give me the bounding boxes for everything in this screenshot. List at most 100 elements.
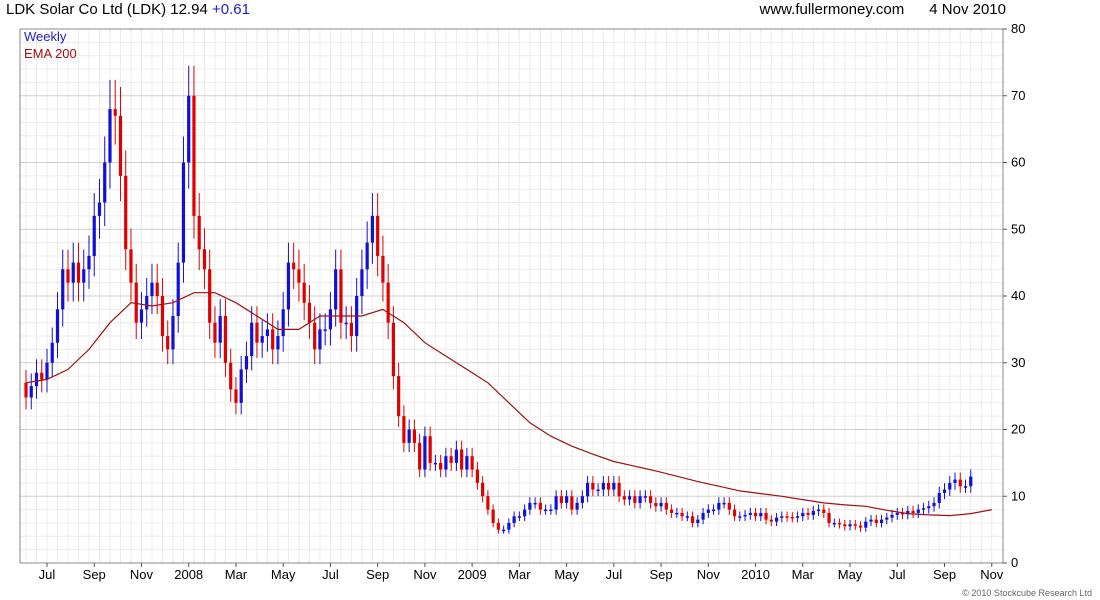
candle-body <box>66 269 70 283</box>
x-tick-label: Jul <box>606 567 623 582</box>
candle-body <box>806 512 810 515</box>
candle-body <box>286 262 291 310</box>
candle-body <box>801 512 805 517</box>
candle-body <box>822 509 826 513</box>
candle-body <box>481 482 485 497</box>
candle-body <box>118 115 123 176</box>
candle-body <box>927 506 931 509</box>
candle-body <box>255 322 259 343</box>
y-tick-label: 0 <box>1011 555 1018 570</box>
y-tick-label: 20 <box>1011 422 1025 437</box>
candle-body <box>239 369 243 403</box>
x-tick-label: Jul <box>889 567 906 582</box>
candle-body <box>790 516 794 519</box>
chart-header-source: www.fullermoney.com 4 Nov 2010 <box>759 1 1006 18</box>
candle-body <box>648 496 653 503</box>
candle-body <box>748 512 752 515</box>
x-tick-label: Sep <box>933 567 956 582</box>
candle-body <box>402 416 406 443</box>
y-tick-label: 40 <box>1011 288 1025 303</box>
candle-body <box>843 524 847 527</box>
candle-body <box>71 262 75 283</box>
candle-body <box>743 514 747 517</box>
y-tick-label: 30 <box>1011 355 1025 370</box>
candle-body <box>334 269 338 310</box>
candle-body <box>953 479 957 483</box>
candle-body <box>858 525 863 528</box>
candle-body <box>958 479 962 487</box>
candle-body <box>433 462 437 465</box>
candle-body <box>439 462 443 470</box>
candle-body <box>895 512 899 515</box>
legend-ema: EMA 200 <box>24 46 77 61</box>
candle-body <box>328 309 333 330</box>
candle-body <box>795 516 800 518</box>
x-tick-label: 2008 <box>174 567 203 582</box>
candle-body <box>517 516 521 518</box>
ticker-title: LDK Solar Co Ltd (LDK) <box>6 1 167 18</box>
candle-body <box>276 336 280 350</box>
candle-body <box>50 342 54 363</box>
candle-body <box>171 316 175 350</box>
x-tick-label: Sep <box>366 567 389 582</box>
candle-body <box>292 262 296 270</box>
candle-body <box>323 329 327 331</box>
candle-body <box>533 502 537 505</box>
candle-body <box>486 496 490 510</box>
candle-body <box>879 519 884 523</box>
candle-body <box>82 269 86 283</box>
candle-body <box>45 362 49 380</box>
candle-body <box>759 512 763 517</box>
candle-body <box>753 512 758 517</box>
candle-body <box>61 269 65 310</box>
candle-body <box>223 316 228 363</box>
candle-body <box>701 512 705 520</box>
candle-body <box>218 316 222 343</box>
candle-body <box>134 282 138 323</box>
ticker-change: +0.61 <box>211 1 250 18</box>
candle-body <box>869 519 873 522</box>
candle-body <box>470 456 474 470</box>
ticker-price: 12.94 <box>170 1 208 18</box>
candle-body <box>654 502 658 507</box>
candle-body <box>250 322 254 357</box>
x-tick-label: Nov <box>980 567 1004 582</box>
x-tick-label: May <box>271 567 296 582</box>
candle-body <box>717 502 721 510</box>
candle-body <box>376 215 380 256</box>
candle-body <box>423 436 427 470</box>
candle-body <box>344 322 348 325</box>
candle-body <box>150 282 154 296</box>
candle-body <box>963 486 968 488</box>
candle-body <box>544 509 548 512</box>
x-tick-label: 2009 <box>458 567 487 582</box>
candle-body <box>769 519 773 522</box>
x-tick-label: May <box>838 567 863 582</box>
candle-body <box>465 456 469 470</box>
candle-body <box>932 502 936 507</box>
candle-body <box>87 255 91 270</box>
candle-body <box>832 522 836 525</box>
candle-body <box>234 389 238 403</box>
candle-body <box>124 175 128 250</box>
ema-200-line <box>25 292 992 517</box>
candle-body <box>318 329 322 350</box>
candle-body <box>900 512 905 515</box>
candle-body <box>208 269 212 323</box>
candle-body <box>690 516 695 523</box>
candle-body <box>911 510 915 513</box>
candle-body <box>113 109 117 116</box>
website-label: www.fullermoney.com <box>759 1 905 18</box>
candle-body <box>297 269 301 283</box>
candle-body <box>444 456 448 470</box>
candle-body <box>638 496 642 503</box>
candle-body <box>627 496 632 500</box>
candle-body <box>853 524 857 526</box>
candle-body <box>449 456 453 463</box>
legend-weekly: Weekly <box>24 29 67 44</box>
candle-body <box>633 496 637 503</box>
candle-body <box>339 269 343 323</box>
candle-body <box>565 496 569 503</box>
candle-body <box>55 309 60 343</box>
